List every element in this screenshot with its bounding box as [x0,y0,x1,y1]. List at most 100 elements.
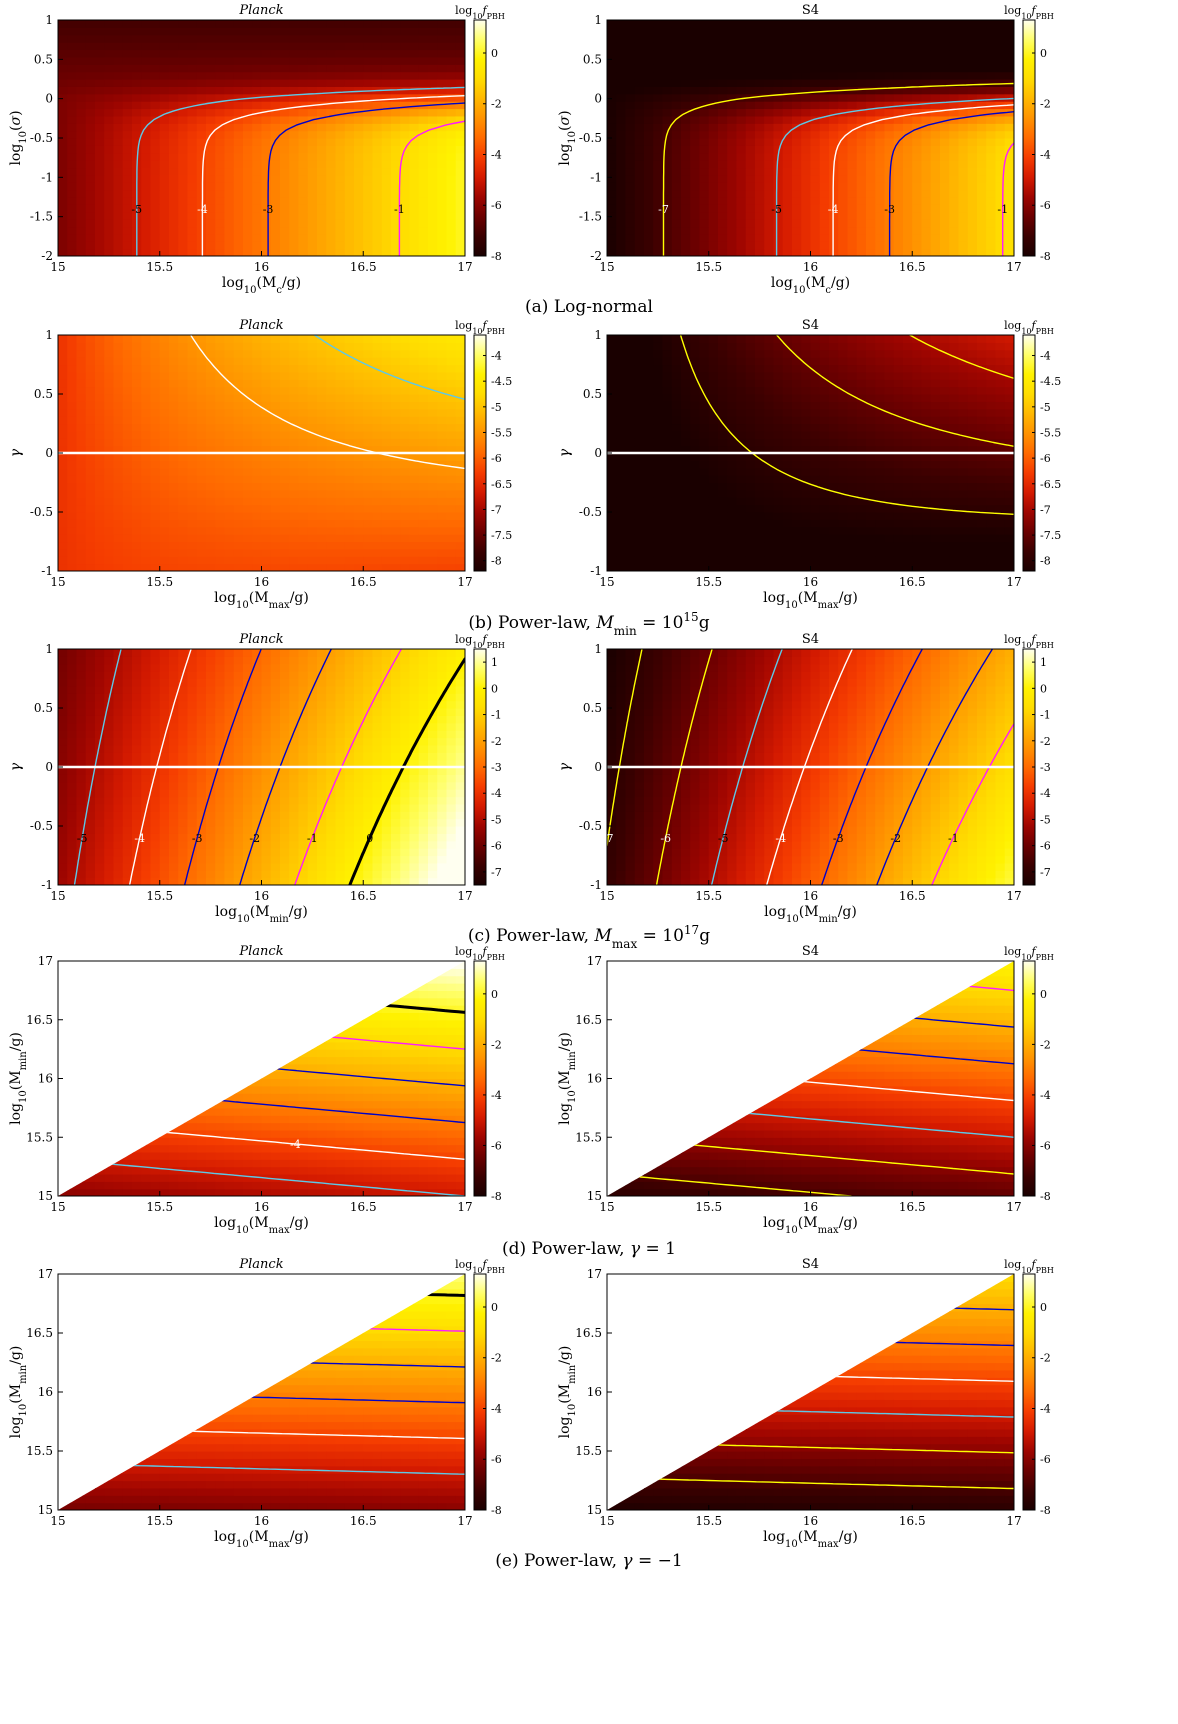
heat-cell [141,438,152,447]
heat-cell [755,49,765,58]
heat-cell [736,115,747,124]
heat-cell [243,453,253,461]
heat-cell [363,541,374,550]
heat-cell [58,504,68,513]
heat-cell [690,416,701,425]
heat-cell [662,174,673,183]
heat-cell [801,64,812,73]
heat-cell [354,204,364,213]
heat-cell [690,335,701,343]
heat-cell [344,371,355,380]
heat-cell [764,34,775,43]
heat-cell [437,64,448,73]
label-part: PBH [1036,12,1054,21]
heat-cell [178,152,189,161]
heat-cell [317,108,327,117]
heat-cell [986,64,997,73]
heat-cell [745,189,756,198]
heat-cell [662,357,673,366]
heat-cell [289,526,300,535]
heat-cell [930,211,941,220]
heat-cell [58,401,68,410]
heat-cell [400,379,411,388]
heat-cell [335,541,346,550]
heat-cell [736,423,747,432]
heat-cell [699,197,710,205]
heat-cell [819,86,830,95]
heat-cell [354,453,364,461]
heat-cell [607,519,617,528]
heat-cell [653,438,664,447]
heat-cell [745,130,756,139]
heat-cell [418,342,429,351]
heat-cell [326,64,337,73]
heat-cell [141,467,152,476]
heat-cell [85,548,96,557]
heat-cell [400,219,411,228]
heat-cell [391,497,401,506]
heat-cell [727,512,738,520]
heat-cell [866,211,876,220]
heat-cell [317,56,327,65]
heat-cell [847,138,858,146]
heat-cell [409,408,420,417]
heat-cell [178,526,189,535]
heat-cell [141,49,152,58]
heat-cell [428,430,438,439]
heat-cell [866,34,876,43]
heat-cell [727,357,738,366]
heat-cell [233,460,244,469]
heat-cell [708,56,719,65]
heat-cell [187,56,198,65]
heat-cell [681,548,691,557]
heat-cell [132,79,142,87]
heat-cell [681,49,691,58]
heat-cell [727,115,738,124]
heat-cell [912,71,923,80]
heat-cell [755,79,765,87]
heat-cell [215,167,226,176]
heat-cell [986,20,997,28]
heat-cell [958,152,969,161]
heat-cell [67,49,78,58]
heat-cell [681,526,691,535]
heat-cell [736,453,747,461]
heat-cell [819,115,830,124]
heat-cell [745,453,756,461]
heat-cell [1004,56,1014,65]
heat-cell [391,379,401,388]
heat-cell [875,86,886,95]
x-axis-label: log10(Mc/g) [771,275,850,296]
heat-cell [196,123,207,132]
heat-cell [196,556,207,565]
heat-cell [67,364,78,373]
heat-cell [280,342,290,351]
heat-cell [280,460,290,469]
heat-cell [755,519,765,528]
heat-cell [159,174,170,183]
heat-cell [215,49,226,58]
heat-cell [307,408,318,417]
heat-cell [289,541,300,550]
heat-cell [616,226,627,235]
heat-cell [930,27,941,36]
heat-cell [335,408,346,417]
heat-cell [884,42,895,51]
heat-cell [940,226,950,235]
heat-cell [616,386,627,395]
heat-cell [699,548,710,557]
heat-cell [95,379,105,388]
heat-cell [206,482,216,491]
heat-cell [977,219,987,228]
heat-cell [400,394,411,402]
heat-cell [819,182,830,191]
heat-cell [372,453,383,461]
heat-cell [681,182,691,191]
heat-cell [977,42,987,51]
heat-cell [1004,49,1014,58]
heat-cell [196,248,207,256]
heat-cell [307,71,318,80]
heat-cell [681,211,691,220]
heat-cell [690,42,701,51]
heat-cell [819,101,830,110]
